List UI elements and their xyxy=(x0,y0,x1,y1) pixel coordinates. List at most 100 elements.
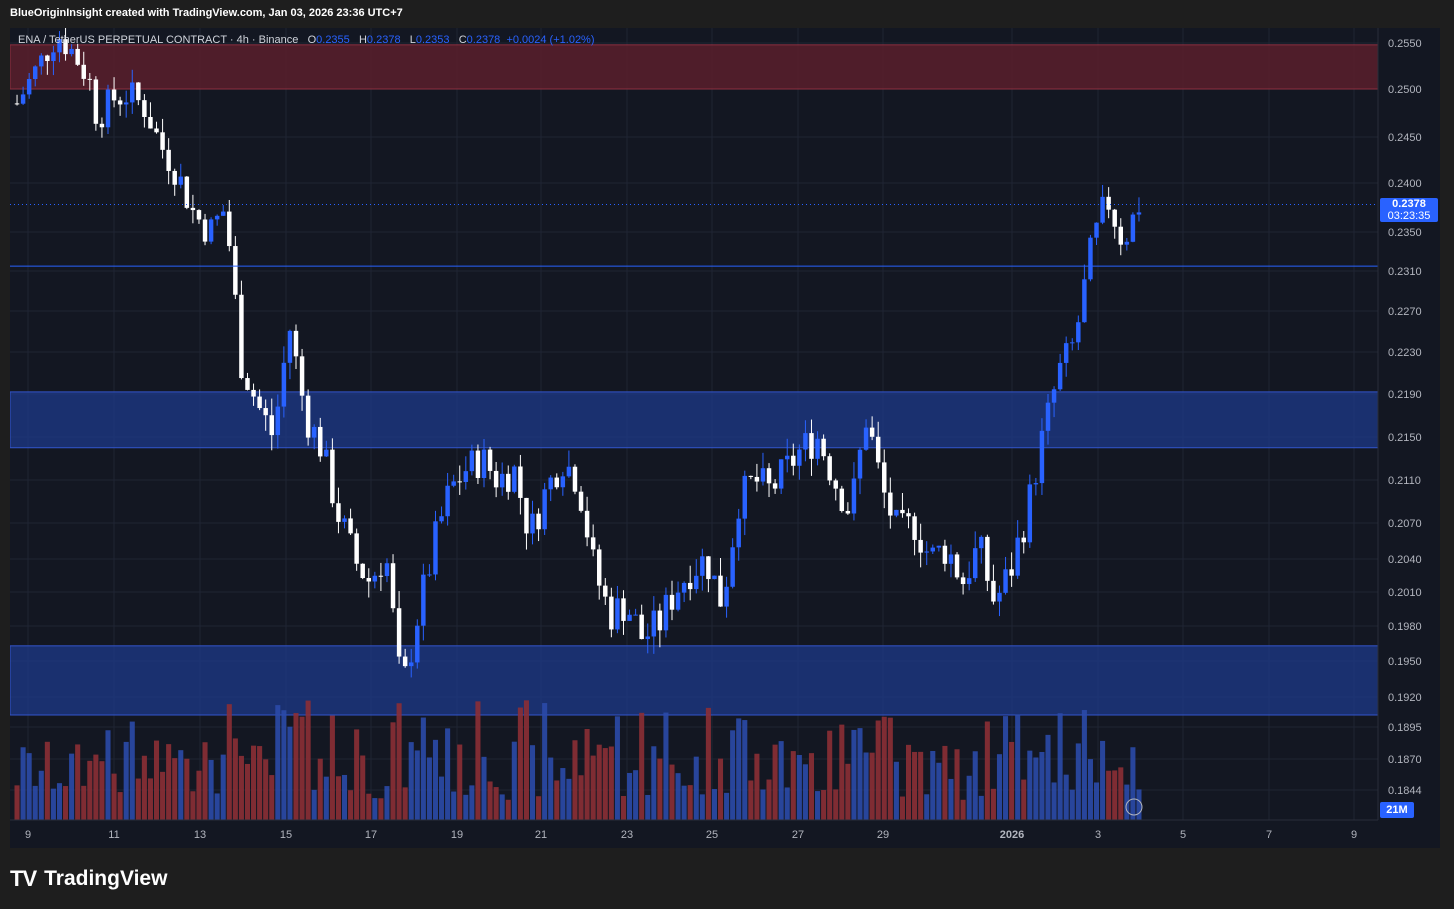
candle-body xyxy=(1003,569,1008,593)
volume-bar xyxy=(147,778,153,820)
candle-body xyxy=(657,610,663,631)
candle-body xyxy=(651,610,657,637)
x-tick-label: 7 xyxy=(1266,829,1272,841)
volume-bar xyxy=(251,745,257,820)
candle-body xyxy=(87,78,93,80)
candle-body xyxy=(979,536,984,549)
volume-bar xyxy=(657,758,663,820)
countdown-value: 03:23:35 xyxy=(1387,210,1431,222)
volume-bar xyxy=(372,798,378,820)
volume-bar xyxy=(790,751,796,820)
candle-body xyxy=(130,82,135,103)
volume-bar xyxy=(821,790,827,820)
volume-bar xyxy=(930,751,936,820)
y-tick-label: 0.2310 xyxy=(1388,266,1422,278)
candle-body xyxy=(906,513,911,517)
volume-bar xyxy=(899,796,905,820)
candle-body xyxy=(718,575,723,607)
symbol-name: ENA / TetherUS PERPETUAL CONTRACT · 4h ·… xyxy=(18,34,299,46)
volume-bar xyxy=(924,794,930,820)
volume-bar xyxy=(305,700,311,820)
volume-bar xyxy=(214,793,220,820)
candle-body xyxy=(105,89,111,128)
volume-bar xyxy=(633,770,639,820)
candle-body xyxy=(1009,569,1014,576)
candle-body xyxy=(754,476,760,482)
candle-body xyxy=(1088,237,1093,280)
volume-bar xyxy=(414,750,420,820)
volume-bar xyxy=(50,788,56,820)
volume-bar xyxy=(69,753,75,820)
volume-label: 21M xyxy=(1380,802,1414,818)
candle-body xyxy=(803,433,808,450)
candle-body xyxy=(991,580,996,602)
candle-body xyxy=(681,582,687,593)
x-tick-label: 29 xyxy=(877,829,889,841)
volume-bar xyxy=(942,745,948,820)
candle-body xyxy=(900,509,905,514)
candle-body xyxy=(196,210,202,220)
candle-body xyxy=(1063,343,1069,363)
tradingview-logo-icon: TV xyxy=(10,866,37,891)
volume-bar xyxy=(960,799,966,820)
volume-bar xyxy=(584,729,590,820)
close-label: C xyxy=(458,34,467,46)
volume-bar xyxy=(1106,770,1112,820)
candle-body xyxy=(875,436,881,463)
candle-body xyxy=(572,466,578,492)
volume-bar xyxy=(1112,770,1118,820)
candle-body xyxy=(633,614,638,616)
volume-bar xyxy=(487,781,493,820)
volume-bar xyxy=(1051,782,1057,820)
volume-bar xyxy=(1124,784,1130,820)
candle-body xyxy=(160,132,165,150)
candle-body xyxy=(26,79,32,95)
volume-bar xyxy=(1021,779,1027,820)
volume-bar xyxy=(808,753,815,820)
candle-body xyxy=(863,427,869,450)
volume-bar xyxy=(1100,740,1106,820)
x-tick-label: 5 xyxy=(1180,829,1186,841)
volume-bar xyxy=(1057,713,1063,820)
chart-svg[interactable]: 0.2550 0.2500 0.2450 0.2400 0.2350 0.2310 0.22… xyxy=(10,28,1440,848)
candle-body xyxy=(451,481,456,486)
candle-body xyxy=(57,39,62,53)
candle-body xyxy=(821,438,826,457)
candle-body xyxy=(227,211,232,247)
volume-bar xyxy=(687,785,693,820)
volume-bar xyxy=(93,754,99,820)
volume-bar xyxy=(105,730,111,820)
volume-bar xyxy=(566,778,572,820)
volume-bar xyxy=(1015,714,1021,820)
chart-header: BlueOriginInsight created with TradingVi… xyxy=(10,7,403,19)
volume-bar xyxy=(408,742,414,820)
volume-bar xyxy=(348,790,354,820)
volume-bar xyxy=(796,754,802,820)
volume-bar xyxy=(1093,782,1100,820)
candle-body xyxy=(966,578,972,585)
candle-body xyxy=(518,466,523,498)
volume-bar xyxy=(936,762,942,820)
x-tick-label: 19 xyxy=(451,829,463,841)
volume-bar xyxy=(287,726,293,820)
volume-bar xyxy=(893,761,899,820)
volume-bar xyxy=(99,761,105,820)
y-tick-label: 0.2270 xyxy=(1388,306,1422,318)
volume-bar xyxy=(299,716,305,820)
y-tick-label: 0.2500 xyxy=(1388,84,1422,96)
volume-bar xyxy=(1081,710,1087,820)
candle-body xyxy=(318,426,323,457)
candle-body xyxy=(1021,537,1026,543)
candle-body xyxy=(275,406,281,436)
volume-bar xyxy=(1130,747,1136,820)
candle-body xyxy=(554,477,560,488)
volume-bar xyxy=(839,724,845,820)
candle-body xyxy=(251,389,256,397)
volume-bar xyxy=(238,755,244,820)
candle-body xyxy=(469,450,475,472)
zone-resistance xyxy=(10,44,1379,90)
volume-bar xyxy=(517,707,523,820)
candle-body xyxy=(384,563,390,577)
candle-body xyxy=(542,489,547,530)
volume-bar xyxy=(135,778,141,820)
